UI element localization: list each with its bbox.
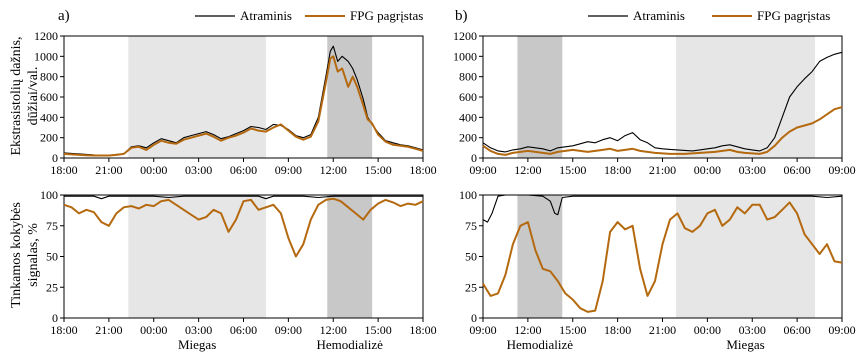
a-top-legend: Atraminis FPG pagrįstas xyxy=(195,8,423,23)
a-top-ytick-label: 800 xyxy=(40,70,58,84)
ylabel-top-line2: dūžiai/val. xyxy=(26,67,41,126)
b-bottom-band-dialysis xyxy=(517,195,563,318)
panel-b-bottom-chart: 0 25 50 75 100 09:00 12:00 15:00 18:00 21:00 00:00… xyxy=(459,188,856,352)
b-top-ytick-label: 200 xyxy=(459,131,477,145)
b-top-xtick-label: 18:00 xyxy=(604,163,631,177)
b-bottom-ytick-label: 50 xyxy=(465,250,477,264)
panel-b-top-chart: 0 200 400 600 800 1000 1200 09:00 12:00 15:00 18:0… xyxy=(453,8,856,177)
a-top-xtick-label: 18:00 xyxy=(50,163,77,177)
a-bottom-xtick-label: 09:00 xyxy=(275,323,302,337)
a-bottom-xtick-label: 18:00 xyxy=(409,323,436,337)
b-bottom-xtick-label: 12:00 xyxy=(514,323,541,337)
a-bottom-ytick-label: 75 xyxy=(46,219,58,233)
a-top-ytick-label: 0 xyxy=(52,151,58,165)
b-top-ytick-label: 0 xyxy=(471,151,477,165)
b-bottom-xtick-label: 09:00 xyxy=(469,323,496,337)
a-bottom-ytick-label: 0 xyxy=(52,311,58,325)
b-top-ytick-label: 1200 xyxy=(453,29,477,43)
b-bottom-series-fpg xyxy=(482,201,843,313)
a-bottom-ytick-label: 50 xyxy=(46,250,58,264)
b-bottom-band-label-sleep: Miegas xyxy=(726,337,764,352)
a-top-xtick-label: 21:00 xyxy=(95,163,122,177)
b-top-ytick-label: 400 xyxy=(459,110,477,124)
b-bottom-ytick-label: 100 xyxy=(459,188,477,202)
b-top-band-sleep xyxy=(675,36,816,158)
a-bottom-ytick-label: 25 xyxy=(46,280,58,294)
a-top-xtick-label: 15:00 xyxy=(364,163,391,177)
b-top-xtick-label: 21:00 xyxy=(649,163,676,177)
a-top-band-sleep xyxy=(128,36,266,158)
a-top-panel-label: a) xyxy=(58,8,70,24)
b-top-ytick-label: 600 xyxy=(459,90,477,104)
b-bottom-band-sleep xyxy=(675,195,816,318)
a-bottom-xtick-label: 06:00 xyxy=(230,323,257,337)
b-bottom-xtick-label: 09:00 xyxy=(828,323,855,337)
b-top-xtick-label: 06:00 xyxy=(783,163,810,177)
b-top-ytick-label: 800 xyxy=(459,70,477,84)
a-top-legend-label-ppg: FPG pagrįstas xyxy=(350,8,423,23)
ylabel-top-line1: Ekstrasistolių dažnis, xyxy=(9,37,24,156)
b-top-xtick-label: 12:00 xyxy=(514,163,541,177)
a-bottom-xtick-label: 12:00 xyxy=(320,323,347,337)
a-bottom-band-label-sleep: Miegas xyxy=(178,337,216,352)
a-bottom-series-fpg xyxy=(63,197,424,258)
a-bottom-xtick-label: 15:00 xyxy=(364,323,391,337)
a-bottom-ytick-label: 100 xyxy=(40,188,58,202)
a-top-band-dialysis xyxy=(327,36,373,158)
b-top-xtick-label: 09:00 xyxy=(828,163,855,177)
b-bottom-ytick-label: 75 xyxy=(465,219,477,233)
a-top-xtick-label: 09:00 xyxy=(275,163,302,177)
b-top-legend-label-ppg: FPG pagrįstas xyxy=(757,8,830,23)
a-bottom-xtick-label: 18:00 xyxy=(50,323,77,337)
a-top-ytick-label: 1200 xyxy=(34,29,58,43)
b-bottom-series-atraminis xyxy=(482,194,843,223)
panel-a-top-chart: 0 200 400 600 800 1000 1200 18:00 21:00 00:00 03:0… xyxy=(34,8,437,177)
a-bottom-band-sleep xyxy=(128,195,266,318)
a-top-legend-label-reference: Atraminis xyxy=(240,8,292,23)
b-top-ytick-label: 1000 xyxy=(453,49,477,63)
b-top-band-dialysis xyxy=(517,36,563,158)
ylabel-bottom-line1: Tinkamos kokybės xyxy=(9,202,24,308)
b-top-series-fpg xyxy=(482,106,843,156)
b-top-xtick-label: 03:00 xyxy=(739,163,766,177)
a-top-xtick-label: 06:00 xyxy=(230,163,257,177)
ylabel-bottom-line2: signalas, % xyxy=(26,223,41,287)
a-top-series-fpg xyxy=(63,55,424,157)
a-bottom-series-atraminis xyxy=(64,195,423,200)
b-top-xtick-label: 00:00 xyxy=(694,163,721,177)
a-top-xtick-label: 03:00 xyxy=(185,163,212,177)
b-bottom-ytick-label: 0 xyxy=(471,311,477,325)
a-top-xtick-label: 12:00 xyxy=(320,163,347,177)
b-bottom-xtick-label: 03:00 xyxy=(739,323,766,337)
b-bottom-xtick-label: 18:00 xyxy=(604,323,631,337)
a-top-ytick-label: 600 xyxy=(40,90,58,104)
a-top-ytick-label: 200 xyxy=(40,131,58,145)
a-bottom-xtick-label: 03:00 xyxy=(185,323,212,337)
a-bottom-xtick-label: 00:00 xyxy=(140,323,167,337)
a-top-xtick-label: 00:00 xyxy=(140,163,167,177)
b-bottom-xtick-label: 06:00 xyxy=(783,323,810,337)
b-top-legend: Atraminis FPG pagrįstas xyxy=(588,8,830,23)
a-bottom-band-dialysis xyxy=(327,195,373,318)
b-bottom-xtick-label: 00:00 xyxy=(694,323,721,337)
b-top-legend-label-reference: Atraminis xyxy=(633,8,685,23)
a-top-ytick-label: 400 xyxy=(40,110,58,124)
a-bottom-band-label-dialysis: Hemodializė xyxy=(316,337,383,352)
b-bottom-xtick-label: 21:00 xyxy=(649,323,676,337)
b-top-xtick-label: 15:00 xyxy=(559,163,586,177)
b-top-xtick-label: 09:00 xyxy=(469,163,496,177)
a-top-xtick-label: 18:00 xyxy=(409,163,436,177)
b-bottom-band-label-dialysis: Hemodializė xyxy=(507,337,574,352)
b-bottom-xtick-label: 15:00 xyxy=(559,323,586,337)
b-top-series-atraminis xyxy=(482,51,843,153)
a-top-ytick-label: 1000 xyxy=(34,49,58,63)
panel-a-bottom-chart: 0 25 50 75 100 18:00 21:00 00:00 03:00 06:00 09:00… xyxy=(40,188,437,352)
b-bottom-ytick-label: 25 xyxy=(465,280,477,294)
a-bottom-xtick-label: 21:00 xyxy=(95,323,122,337)
b-top-panel-label: b) xyxy=(455,8,468,24)
